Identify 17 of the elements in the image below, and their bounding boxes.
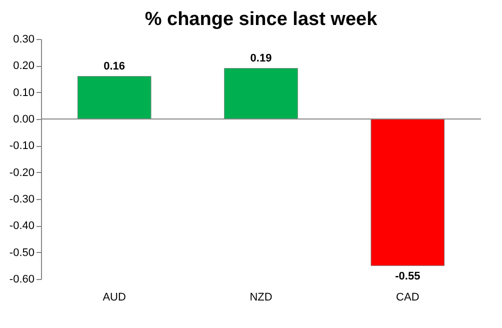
data-label: -0.55 [395,270,420,283]
y-tick-label: 0.10 [13,86,34,99]
x-tick-label: CAD [396,292,420,304]
y-tick-label: 0.30 [13,34,34,46]
chart-title: % change since last week [144,9,378,30]
y-tick-label: 0.20 [13,60,34,72]
data-label: 0.16 [104,60,126,72]
y-tick-label: -0.50 [9,246,34,259]
data-label: 0.19 [250,52,272,64]
y-tick-label: 0.00 [13,114,34,126]
x-tick-label: NZD [250,292,272,304]
x-tick-label: AUD [102,292,126,304]
y-tick-label: -0.40 [9,220,34,232]
y-tick-label: -0.20 [9,166,34,179]
y-tick-label: -0.60 [9,274,34,286]
y-tick-label: -0.10 [9,140,34,152]
y-tick-label: -0.30 [9,194,34,206]
